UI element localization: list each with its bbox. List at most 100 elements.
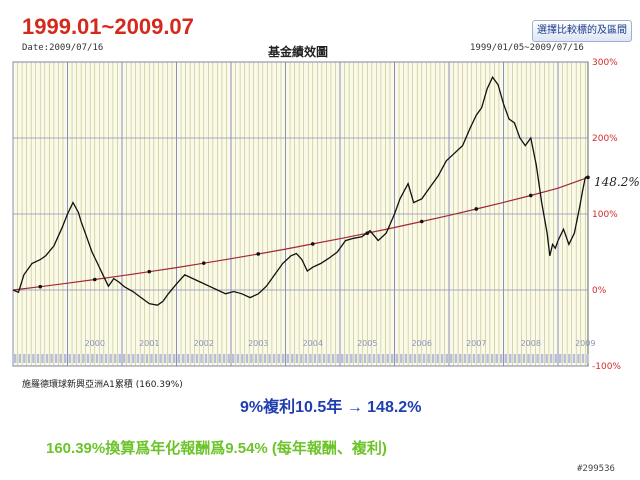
compound-growth-line [12, 176, 589, 291]
heading: 1999.01~2009.07 [22, 14, 194, 39]
year-labels: 2000 2001 2002 2003 2004 2005 2006 2007 2008 2009 [85, 339, 596, 348]
month-tick [209, 354, 212, 363]
month-tick [245, 354, 249, 363]
month-tick [154, 354, 158, 363]
compound-marker [201, 261, 206, 265]
month-tick [450, 354, 453, 363]
month-tick [463, 354, 467, 363]
month-tick [27, 354, 31, 363]
y-tick-label: 200% [592, 134, 618, 144]
month-tick [363, 354, 367, 363]
month-tick [32, 354, 35, 363]
month-tick [182, 354, 185, 363]
month-tick [499, 354, 503, 363]
month-tick [36, 354, 40, 363]
month-tick [18, 354, 22, 363]
month-tick [291, 354, 294, 363]
month-tick [459, 354, 462, 363]
month-tick [59, 354, 62, 363]
date-range-label: 1999/01/05~2009/07/16 [470, 43, 584, 53]
month-tick [468, 354, 471, 363]
month-tick [232, 354, 235, 363]
month-tick [477, 354, 480, 363]
month-tick [418, 354, 421, 363]
month-tick [304, 354, 308, 363]
month-tick [259, 354, 262, 363]
month-tick [313, 354, 317, 363]
month-tick [163, 354, 167, 363]
month-tick [445, 354, 448, 363]
month-tick [509, 354, 512, 363]
month-tick [341, 354, 344, 363]
y-tick-label: 300% [592, 58, 618, 68]
month-tick [490, 354, 494, 363]
month-tick [386, 354, 389, 363]
month-tick [395, 354, 399, 363]
month-tick [113, 354, 117, 363]
month-tick [454, 354, 458, 363]
month-tick [272, 354, 276, 363]
year-label: 2000 [85, 339, 105, 348]
month-tick [172, 354, 176, 363]
handwritten-annotation: 148.2% [594, 175, 640, 189]
month-tick [322, 354, 326, 363]
month-tick [82, 354, 85, 363]
month-tick [45, 354, 49, 363]
compound-marker [147, 269, 152, 274]
month-tick [286, 354, 290, 363]
month-tick [336, 354, 339, 363]
month-tick [436, 354, 439, 363]
compound-marker [38, 284, 43, 289]
month-tick [572, 354, 576, 363]
month-tick [440, 354, 444, 363]
month-tick [295, 354, 299, 363]
fund-name-label: 施羅德環球新興亞洲A1累積 (160.39%) [22, 380, 183, 390]
year-label: 2009 [575, 339, 595, 348]
month-tick [41, 354, 44, 363]
month-tick [77, 354, 81, 363]
month-tick [218, 354, 221, 363]
month-tick [390, 354, 394, 363]
year-label: 2002 [194, 339, 214, 348]
month-tick [536, 354, 539, 363]
month-tick [495, 354, 498, 363]
year-label: 2006 [412, 339, 432, 348]
month-tick [300, 354, 303, 363]
compound-marker [419, 219, 424, 224]
month-tick [586, 354, 589, 363]
month-tick [95, 354, 99, 363]
month-tick [540, 354, 544, 363]
month-tick [481, 354, 485, 363]
year-label: 2003 [248, 339, 268, 348]
y-tick-labels: 300% 200% 100% 0% -100% [592, 58, 621, 372]
month-tick [241, 354, 244, 363]
compound-marker [92, 277, 97, 282]
month-tick [73, 354, 76, 363]
month-tick [472, 354, 476, 363]
month-tick [195, 354, 199, 363]
month-tick [563, 354, 567, 363]
month-tick [168, 354, 171, 363]
month-tick [63, 354, 67, 363]
year-label: 2007 [466, 339, 486, 348]
grid [12, 61, 588, 367]
month-tick [222, 354, 226, 363]
month-tick [150, 354, 153, 363]
annualized-note: 160.39%換算爲年化報酬爲9.54% (每年報酬、複利) [46, 440, 387, 457]
month-tick [123, 354, 126, 363]
month-tick [381, 354, 385, 363]
month-tick [404, 354, 408, 363]
month-tick [141, 354, 144, 363]
month-tick [345, 354, 349, 363]
month-tick [14, 354, 17, 363]
compare-selection-button[interactable]: 選擇比較標的及區間 [532, 20, 632, 42]
month-tick [186, 354, 190, 363]
month-tick [522, 354, 526, 363]
month-tick [545, 354, 548, 363]
chart-title: 基金績效圖 [268, 45, 329, 59]
image-id-label: #299536 [577, 464, 615, 474]
month-tick [431, 354, 435, 363]
y-tick-label: 0% [592, 286, 607, 296]
compound-note: 9%複利10.5年 → 148.2% [240, 399, 422, 416]
